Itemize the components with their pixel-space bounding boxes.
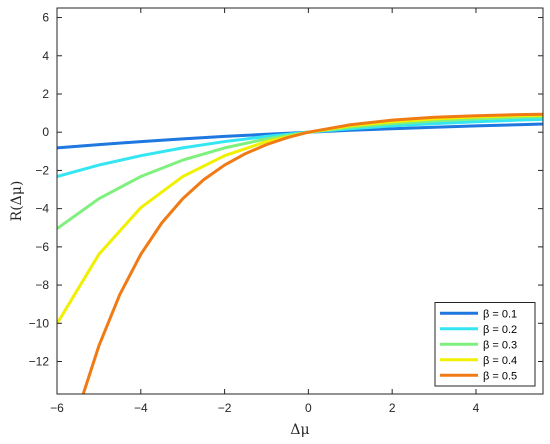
legend: β = 0.1 β = 0.2 β = 0.3 β = 0.4 β = 0.5 [434,302,536,387]
y-tick-label: −2 [35,163,49,177]
y-tick-label: 0 [42,125,49,139]
axes-frame [56,7,544,395]
legend-entry-label: β = 0.1 [483,308,517,320]
y-tick-label: −12 [29,355,50,369]
x-tick-label: 4 [473,401,480,415]
y-tick-label: 2 [42,87,49,101]
y-axis-label: R(Δμ) [9,181,25,222]
legend-entry-label: β = 0.3 [483,339,517,351]
x-tick-label: 2 [389,401,396,415]
y-tick-label: 6 [42,11,49,25]
y-tick-label: −8 [35,278,49,292]
series-layer [57,112,543,394]
legend-entry-label: β = 0.4 [483,355,517,367]
legend-entry-label: β = 0.5 [483,370,517,382]
ticks: −6 −4 −2 0 2 4 −12 −10 −8 −6 −4 −2 0 2 4 6 [29,8,543,415]
y-tick-label: −4 [35,202,49,216]
x-tick-label: 0 [305,401,312,415]
legend-entry-label: β = 0.2 [483,324,517,336]
y-tick-label: −6 [35,240,49,254]
y-tick-label: −10 [29,316,50,330]
x-tick-label: −2 [218,401,232,415]
x-tick-label: −4 [134,401,148,415]
series-line-beta-0-5 [81,112,543,394]
axes [56,7,544,395]
x-tick-label: −6 [50,401,64,415]
y-tick-label: 4 [42,49,49,63]
x-axis-label: Δμ [290,422,309,438]
